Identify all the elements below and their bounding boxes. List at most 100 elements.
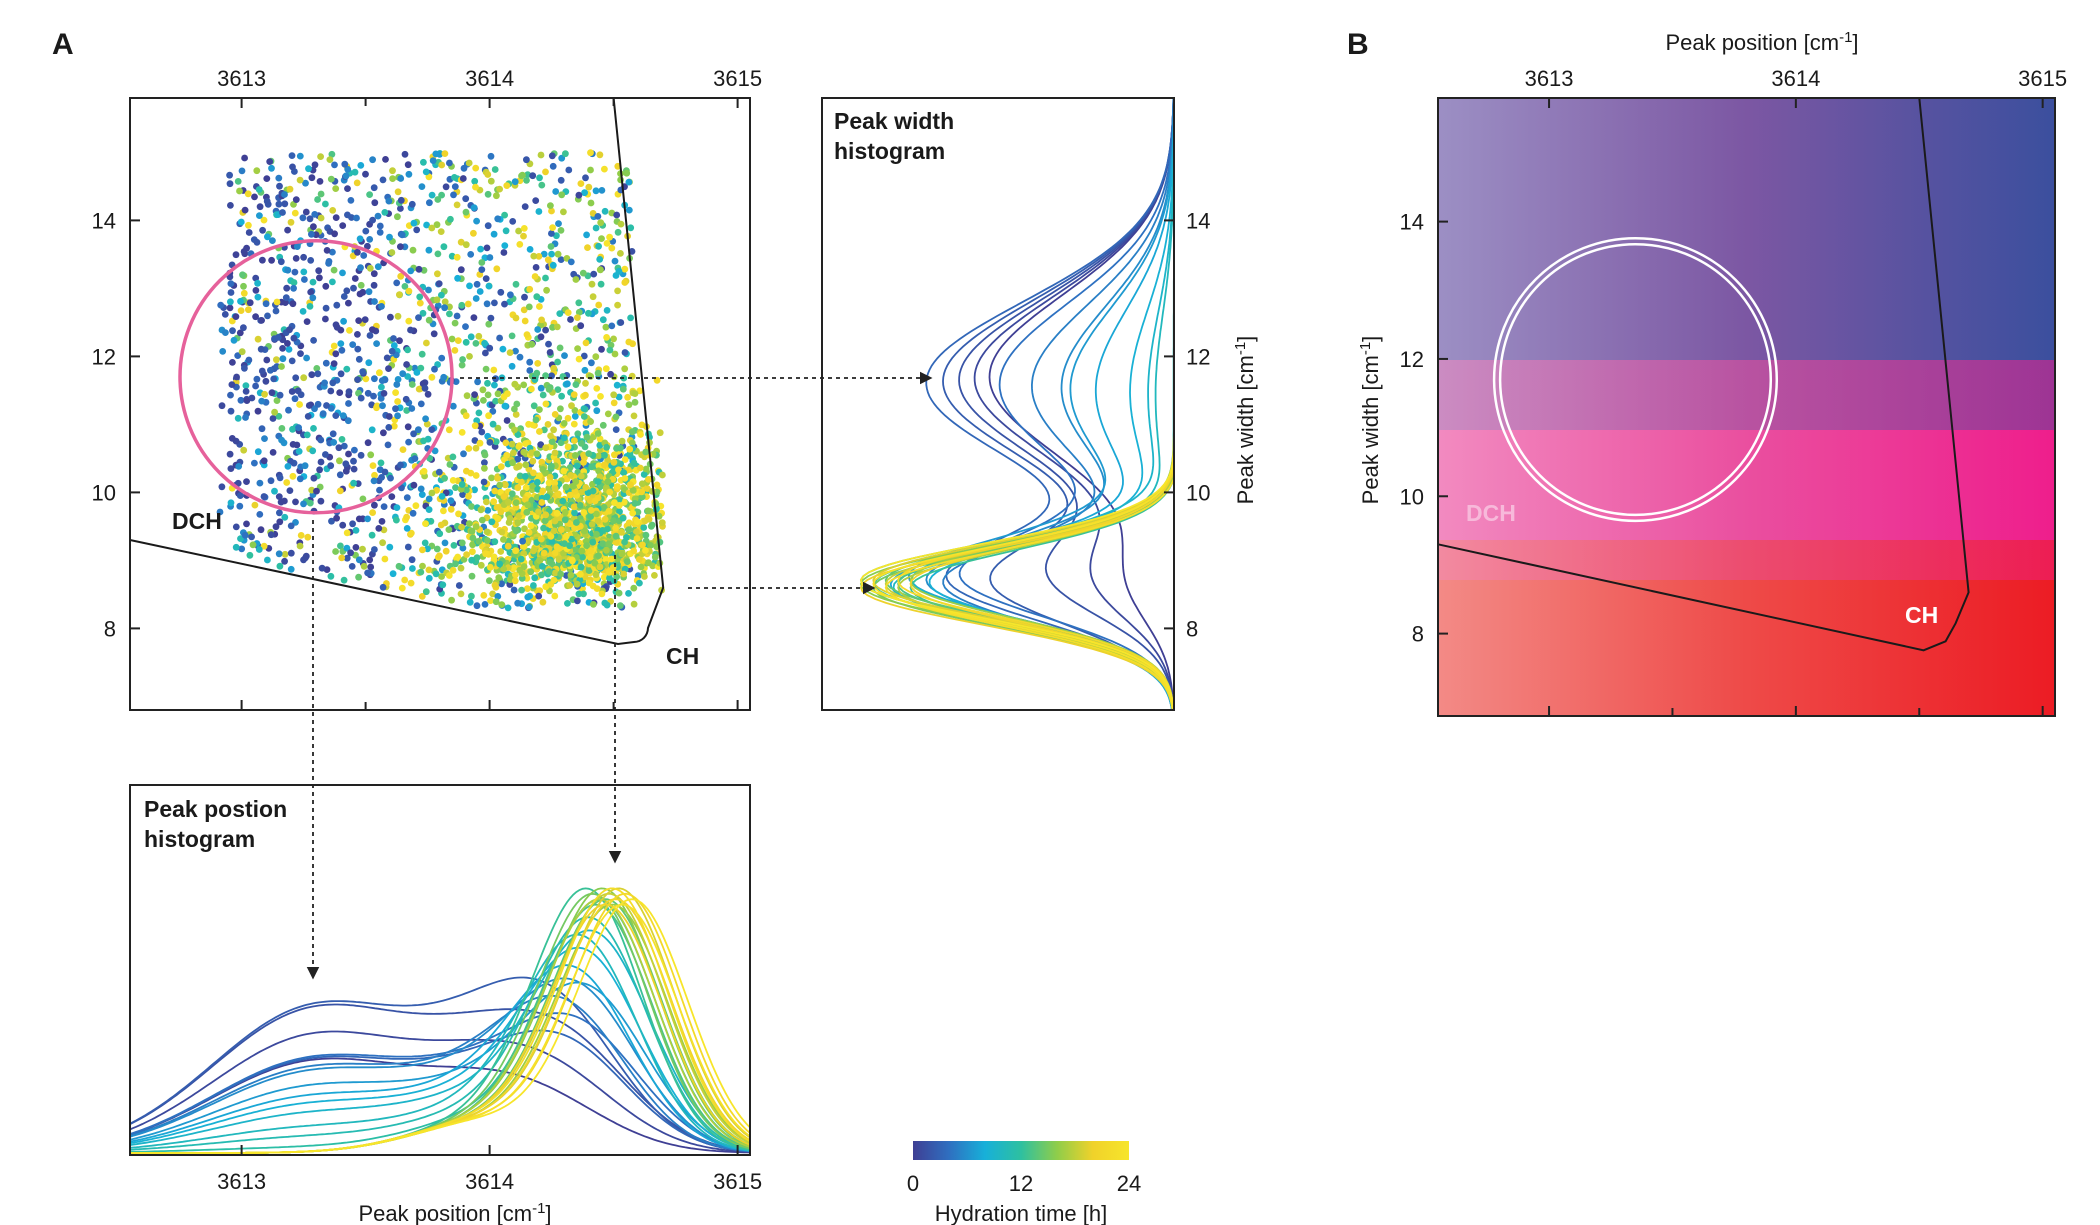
scatter-point: [473, 602, 481, 610]
scatter-point: [289, 425, 296, 433]
scatter-point: [362, 170, 369, 178]
scatter-point: [286, 185, 294, 193]
scatter-point: [408, 405, 416, 412]
scatter-point: [367, 451, 375, 459]
scatter-point: [653, 481, 661, 489]
scatter-point: [410, 430, 417, 438]
scatter-point: [296, 401, 303, 408]
scatter-point: [321, 379, 328, 387]
scatter-point: [536, 406, 543, 413]
width-histogram-y-label: Peak width [cm-1]: [1232, 336, 1259, 505]
colorbar-tick-24: 24: [1117, 1171, 1141, 1196]
color-map-x-label: Peak position [cm-1]: [1665, 29, 1858, 56]
scatter-point: [258, 425, 266, 433]
scatter-point: [512, 280, 520, 288]
scatter-point: [367, 563, 375, 571]
scatter-frame: [129, 97, 751, 711]
scatter-point: [498, 580, 505, 588]
color-map-frame: [1437, 97, 2056, 717]
scatter-point: [259, 256, 266, 264]
scatter-point: [327, 387, 335, 395]
scatter-point: [598, 235, 605, 243]
scatter-point: [528, 385, 535, 393]
scatter-point: [610, 458, 618, 466]
scatter-point: [347, 549, 354, 557]
scatter-point: [371, 298, 378, 305]
scatter-point: [386, 543, 394, 551]
scatter-point: [410, 219, 418, 227]
scatter-point: [613, 211, 621, 219]
scatter-point: [252, 382, 259, 390]
scatter-point: [291, 395, 299, 403]
scatter-point: [613, 381, 621, 389]
scatter-point: [282, 294, 290, 301]
scatter-point: [637, 431, 644, 438]
scatter-point: [435, 280, 443, 287]
width-hist-series-16: [897, 98, 1174, 710]
width-hist-series-23: [872, 98, 1174, 710]
scatter-point: [305, 165, 312, 173]
scatter-point: [289, 472, 297, 480]
scatter-point: [380, 503, 388, 510]
scatter-point: [234, 178, 242, 185]
scatter-point: [241, 364, 248, 372]
scatter-point: [607, 370, 614, 378]
scatter-point: [620, 570, 628, 578]
scatter-point: [514, 484, 522, 492]
scatter-point: [348, 563, 356, 570]
scatter-point: [451, 319, 459, 327]
scatter-point: [551, 569, 559, 577]
scatter-point: [642, 465, 650, 473]
scatter-point: [226, 171, 234, 179]
scatter-point: [419, 562, 426, 570]
scatter-point: [417, 364, 425, 372]
scatter-point: [494, 593, 502, 600]
scatter-point: [492, 598, 500, 606]
scatter-point: [542, 168, 549, 176]
scatter-point: [541, 517, 549, 524]
scatter-point: [542, 400, 550, 408]
scatter-point: [634, 508, 642, 516]
scatter-point: [623, 558, 631, 565]
scatter-point: [612, 538, 620, 546]
scatter-point: [540, 250, 548, 258]
scatter-point: [425, 506, 433, 513]
scatter-point: [408, 556, 416, 564]
scatter-point: [339, 412, 347, 419]
scatter-point: [512, 571, 519, 579]
scatter-point: [478, 259, 486, 266]
scatter-point: [489, 407, 497, 415]
scatter-point: [455, 510, 462, 518]
scatter-point: [574, 345, 581, 352]
scatter-point: [617, 220, 625, 228]
scatter-point: [575, 191, 583, 199]
scatter-point: [466, 282, 473, 290]
scatter-point: [378, 518, 386, 525]
color-map-boundary: [1437, 97, 1970, 652]
scatter-point: [582, 174, 589, 182]
scatter-point: [276, 562, 284, 570]
scatter-point: [360, 562, 368, 570]
scatter-point: [332, 214, 340, 222]
scatter-point: [379, 402, 386, 410]
scatter-point: [497, 463, 505, 470]
scatter-point: [584, 244, 591, 252]
scatter-point: [511, 426, 518, 434]
scatter-point: [328, 150, 336, 158]
scatter-point: [462, 241, 470, 249]
scatter-point: [589, 487, 597, 495]
scatter-point: [562, 532, 570, 540]
scatter-point: [394, 188, 402, 196]
scatter-point: [227, 499, 235, 507]
scatter-point: [289, 300, 297, 308]
scatter-point: [539, 391, 547, 399]
scatter-point: [326, 156, 334, 164]
scatter-point: [415, 314, 422, 321]
scatter-point: [266, 158, 274, 166]
scatter-point: [405, 287, 413, 295]
scatter-point: [403, 513, 410, 521]
scatter-point: [245, 306, 252, 314]
scatter-point: [581, 527, 589, 535]
scatter-point: [374, 263, 382, 271]
